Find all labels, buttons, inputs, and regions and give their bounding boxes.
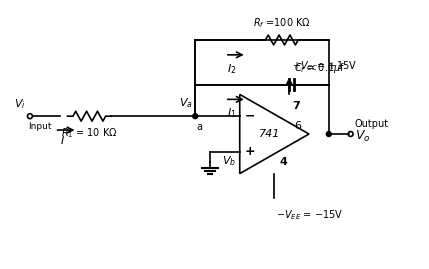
Text: $V_o$: $V_o$ xyxy=(354,128,370,144)
Text: $I_1$: $I_1$ xyxy=(227,106,236,120)
Text: $R_f$ =100 K$\Omega$: $R_f$ =100 K$\Omega$ xyxy=(253,16,311,30)
Text: −: − xyxy=(245,110,255,123)
Circle shape xyxy=(326,132,331,136)
Text: $I_2$: $I_2$ xyxy=(227,62,236,76)
Text: 7: 7 xyxy=(292,101,300,111)
Text: $V_b$: $V_b$ xyxy=(222,154,236,168)
Text: +: + xyxy=(245,145,255,158)
Text: Input: Input xyxy=(28,122,51,131)
Text: $I$: $I$ xyxy=(60,134,65,146)
Text: $C_f$ = 0.1$\mu$f: $C_f$ = 0.1$\mu$f xyxy=(294,61,345,75)
Text: $R_1$ = 10 K$\Omega$: $R_1$ = 10 K$\Omega$ xyxy=(61,126,118,140)
Text: $+V_{CC}$= +15V: $+V_{CC}$= +15V xyxy=(292,59,357,73)
Text: $-V_{EE}$ = $-$15V: $-V_{EE}$ = $-$15V xyxy=(276,208,344,222)
Text: $V_i$: $V_i$ xyxy=(14,97,26,111)
Text: 4: 4 xyxy=(279,157,287,167)
Text: a: a xyxy=(196,122,202,132)
Circle shape xyxy=(193,114,198,119)
Text: 741: 741 xyxy=(259,129,280,139)
Text: 6: 6 xyxy=(294,121,301,131)
Text: $V_a$: $V_a$ xyxy=(179,97,193,110)
Text: Output: Output xyxy=(354,119,389,129)
